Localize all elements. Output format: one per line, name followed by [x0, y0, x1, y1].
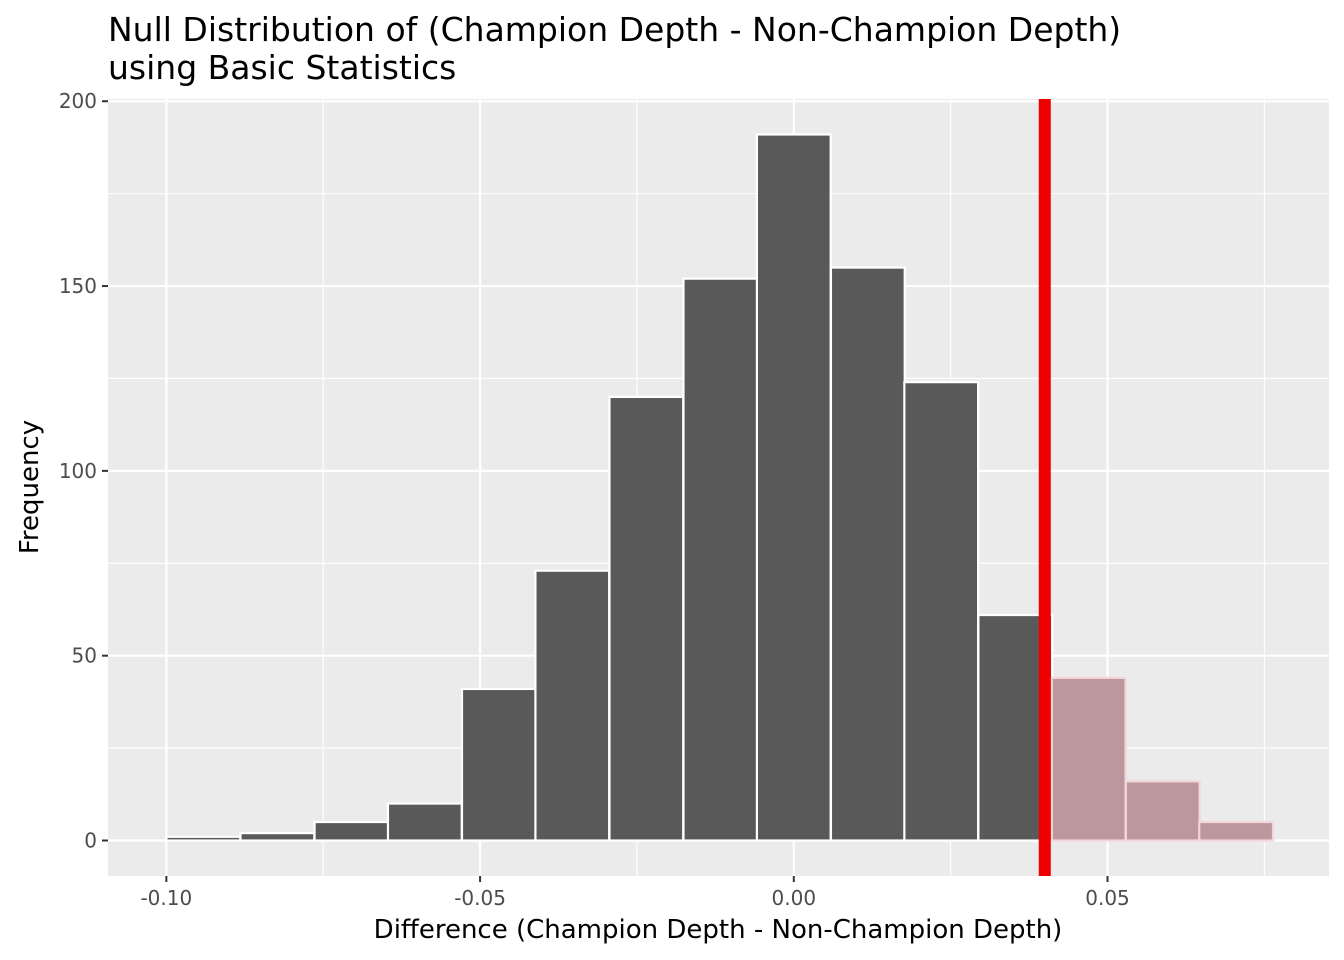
histogram-bar	[903, 381, 980, 842]
x-axis-title: Difference (Champion Depth - Non-Champio…	[374, 915, 1063, 945]
histogram-bar-shaded	[1198, 820, 1275, 842]
y-tick-label: 200	[59, 89, 97, 113]
y-tick-label: 50	[72, 644, 97, 668]
histogram-bar	[608, 395, 685, 842]
x-axis-ticks: -0.10 -0.05 0.00 0.05	[140, 876, 1130, 910]
x-tick-label: 0.00	[772, 886, 817, 910]
y-tick-label: 150	[59, 274, 97, 298]
histogram-bar	[460, 687, 537, 842]
histogram-bar	[386, 802, 463, 842]
histogram-bar-shaded	[1124, 780, 1201, 842]
histogram-bar	[534, 569, 611, 842]
y-axis-ticks: 0 50 100 150 200	[59, 89, 108, 853]
histogram-bar	[755, 133, 832, 842]
chart-title: Null Distribution of (Champion Depth - N…	[108, 10, 1121, 87]
histogram-bar	[165, 835, 242, 842]
histogram-bar-shaded	[1050, 676, 1127, 842]
histogram-bar	[239, 832, 316, 842]
x-tick-label: -0.05	[454, 886, 506, 910]
histogram-bar	[829, 266, 906, 842]
histogram-bars	[165, 133, 1275, 842]
y-axis-title: Frequency	[15, 420, 45, 554]
histogram-bar	[313, 820, 390, 842]
y-tick-label: 100	[59, 459, 97, 483]
histogram-bar	[682, 277, 759, 842]
x-tick-label: 0.05	[1085, 886, 1130, 910]
x-tick-label: -0.10	[140, 886, 192, 910]
chart-title-line-1: Null Distribution of (Champion Depth - N…	[108, 10, 1121, 49]
chart-title-line-2: using Basic Statistics	[108, 48, 456, 87]
y-tick-label: 0	[84, 829, 97, 853]
